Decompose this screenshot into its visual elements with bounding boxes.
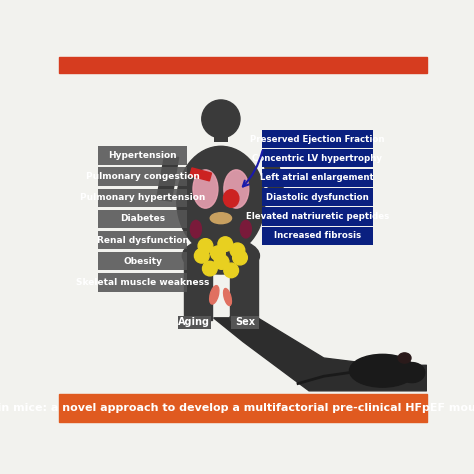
Ellipse shape — [184, 312, 212, 323]
Polygon shape — [184, 256, 212, 319]
FancyBboxPatch shape — [98, 189, 187, 207]
Text: Increased fibrosis: Increased fibrosis — [274, 231, 361, 240]
FancyBboxPatch shape — [213, 126, 228, 142]
Circle shape — [214, 255, 229, 269]
Ellipse shape — [349, 355, 416, 387]
Polygon shape — [190, 168, 211, 181]
FancyBboxPatch shape — [178, 316, 211, 329]
FancyBboxPatch shape — [98, 210, 187, 228]
Circle shape — [194, 248, 209, 263]
Circle shape — [233, 250, 247, 265]
Ellipse shape — [230, 312, 257, 323]
Circle shape — [198, 238, 213, 253]
Ellipse shape — [210, 213, 231, 224]
Circle shape — [202, 261, 217, 276]
Text: Pulmonary hypertension: Pulmonary hypertension — [80, 193, 206, 202]
FancyBboxPatch shape — [262, 227, 373, 245]
Ellipse shape — [191, 220, 201, 238]
FancyBboxPatch shape — [98, 146, 187, 164]
Text: Diastolic dysfunction: Diastolic dysfunction — [266, 192, 369, 201]
Polygon shape — [230, 256, 258, 319]
Text: Concentric LV hypertrophy: Concentric LV hypertrophy — [252, 154, 383, 163]
Circle shape — [210, 246, 225, 261]
Circle shape — [218, 237, 233, 251]
Bar — [59, 57, 427, 73]
FancyBboxPatch shape — [98, 231, 187, 249]
FancyBboxPatch shape — [262, 169, 373, 187]
FancyBboxPatch shape — [231, 316, 259, 329]
Ellipse shape — [398, 353, 411, 363]
Ellipse shape — [210, 286, 219, 304]
Text: Skeletal muscle weakness: Skeletal muscle weakness — [76, 278, 210, 287]
FancyBboxPatch shape — [98, 252, 187, 270]
Ellipse shape — [182, 237, 259, 274]
Text: Elevated natriuretic peptides: Elevated natriuretic peptides — [246, 212, 389, 221]
Polygon shape — [213, 318, 427, 391]
FancyBboxPatch shape — [98, 167, 187, 186]
Text: HFpEF in mice: a novel approach to develop a multifactorial pre-clinical HFpEF m: HFpEF in mice: a novel approach to devel… — [0, 403, 474, 413]
Text: Pulmonary congestion: Pulmonary congestion — [86, 172, 200, 181]
Circle shape — [230, 243, 245, 258]
Circle shape — [224, 263, 238, 278]
Text: Preserved Ejection Fraction: Preserved Ejection Fraction — [250, 135, 384, 144]
FancyBboxPatch shape — [262, 149, 373, 167]
Ellipse shape — [177, 146, 265, 256]
FancyBboxPatch shape — [98, 273, 187, 292]
Ellipse shape — [224, 289, 231, 306]
Text: Left atrial enlargement: Left atrial enlargement — [260, 173, 374, 182]
Text: Diabetes: Diabetes — [120, 214, 165, 223]
FancyBboxPatch shape — [262, 188, 373, 206]
Ellipse shape — [223, 190, 239, 207]
FancyBboxPatch shape — [262, 130, 373, 148]
Polygon shape — [263, 157, 285, 201]
Ellipse shape — [240, 220, 251, 238]
Text: Hypertension: Hypertension — [109, 151, 177, 160]
Bar — [59, 394, 427, 422]
Text: Aging: Aging — [178, 317, 210, 327]
Circle shape — [202, 100, 240, 138]
Ellipse shape — [193, 170, 218, 208]
Ellipse shape — [224, 170, 249, 208]
Text: Renal dysfunction: Renal dysfunction — [97, 236, 189, 245]
FancyBboxPatch shape — [262, 207, 373, 226]
Text: Obesity: Obesity — [123, 257, 162, 266]
Ellipse shape — [399, 363, 425, 383]
Text: Sex: Sex — [235, 317, 255, 327]
Polygon shape — [156, 157, 179, 201]
